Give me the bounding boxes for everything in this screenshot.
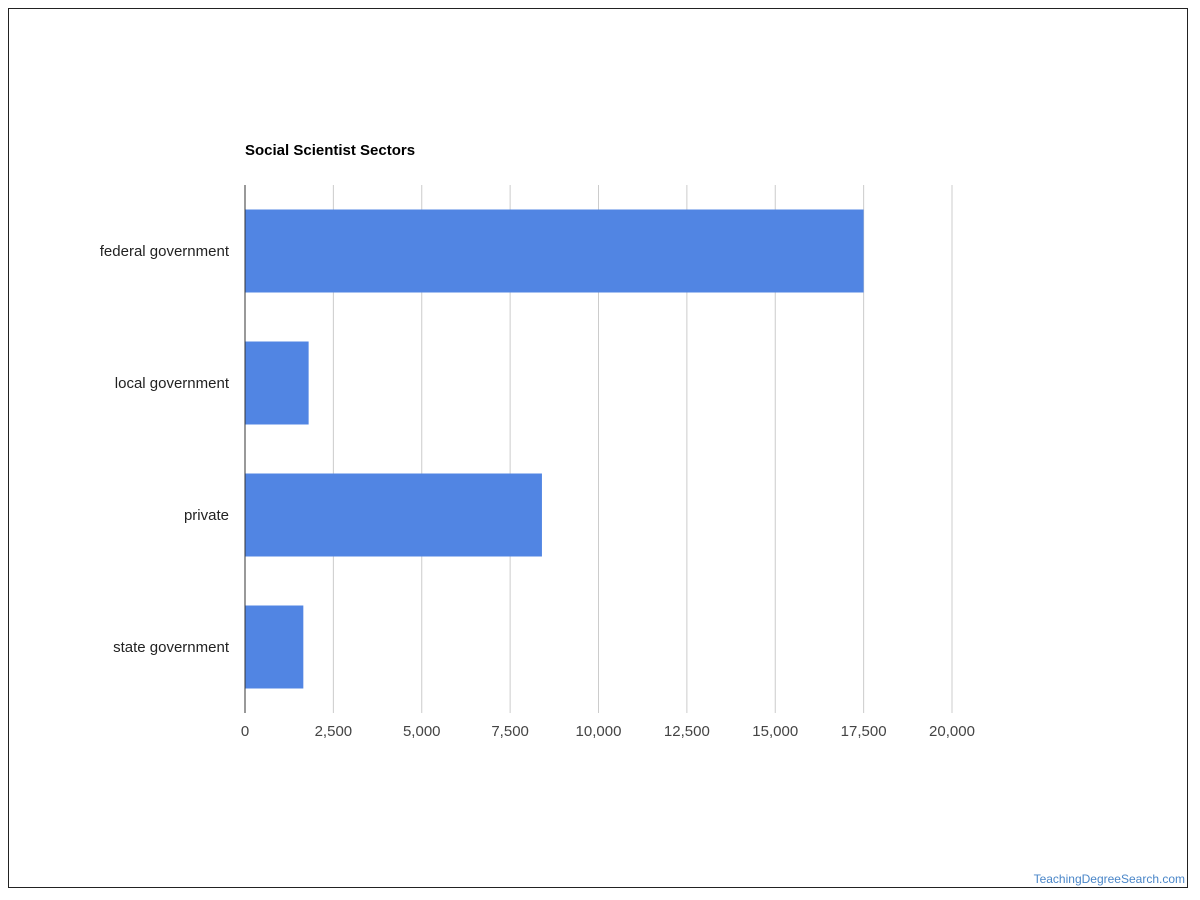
x-tick-label: 5,000 [403,723,441,740]
bar [245,605,304,689]
category-label: local government [115,375,230,392]
x-tick-label: 0 [241,723,249,740]
x-tick-label: 15,000 [752,723,798,740]
category-label: state government [113,639,230,656]
x-tick-label: 20,000 [929,723,975,740]
bar [245,209,864,293]
x-tick-label: 2,500 [315,723,353,740]
chart-title: Social Scientist Sectors [245,142,416,159]
bar [245,473,542,557]
category-label: federal government [100,243,230,260]
x-tick-label: 10,000 [576,723,622,740]
bar [245,341,309,425]
watermark-link[interactable]: TeachingDegreeSearch.com [1033,872,1185,886]
x-tick-label: 7,500 [491,723,529,740]
x-tick-label: 17,500 [841,723,887,740]
x-tick-label: 12,500 [664,723,710,740]
category-label: private [184,507,229,524]
